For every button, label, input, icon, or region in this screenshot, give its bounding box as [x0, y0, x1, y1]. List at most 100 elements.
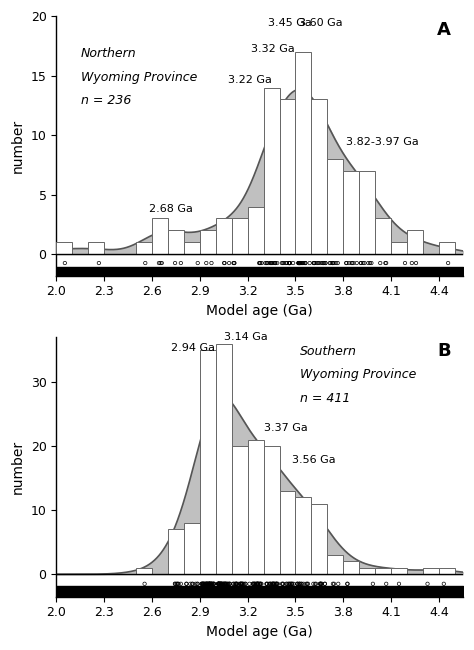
- Point: [279, 578, 286, 589]
- Point: [231, 578, 239, 589]
- Point: [302, 578, 310, 589]
- Point: [209, 578, 216, 589]
- Point: [283, 258, 291, 268]
- Point: [271, 258, 279, 268]
- Point: [182, 578, 190, 589]
- Point: [224, 578, 232, 589]
- Text: Southern: Southern: [300, 345, 357, 358]
- Point: [267, 578, 274, 589]
- Bar: [375, 568, 391, 574]
- Point: [283, 578, 290, 589]
- Bar: [311, 504, 328, 574]
- Point: [296, 258, 303, 268]
- Text: 3.45 Ga: 3.45 Ga: [268, 18, 312, 28]
- Point: [314, 258, 321, 268]
- Point: [334, 258, 342, 268]
- Point: [266, 578, 273, 589]
- Point: [424, 578, 431, 589]
- Point: [297, 258, 304, 268]
- Point: [294, 258, 302, 268]
- Point: [326, 258, 334, 268]
- Point: [263, 578, 271, 589]
- Point: [318, 578, 326, 589]
- Point: [270, 578, 278, 589]
- Y-axis label: number: number: [11, 440, 25, 494]
- Point: [230, 258, 237, 268]
- Point: [226, 578, 234, 589]
- Point: [298, 578, 305, 589]
- Point: [215, 578, 222, 589]
- Point: [286, 258, 294, 268]
- Point: [252, 578, 259, 589]
- Text: 3.32 Ga: 3.32 Ga: [251, 44, 294, 54]
- Bar: [280, 99, 295, 254]
- Point: [193, 578, 201, 589]
- Point: [310, 578, 317, 589]
- Point: [253, 578, 261, 589]
- Bar: [311, 99, 328, 254]
- Y-axis label: number: number: [11, 119, 25, 173]
- Point: [295, 578, 303, 589]
- Point: [255, 578, 262, 589]
- Point: [258, 258, 265, 268]
- Point: [242, 578, 249, 589]
- Point: [221, 578, 228, 589]
- Point: [311, 578, 319, 589]
- Point: [141, 578, 148, 589]
- Point: [263, 258, 271, 268]
- Point: [330, 578, 338, 589]
- Point: [171, 578, 179, 589]
- Point: [219, 578, 227, 589]
- Point: [412, 258, 420, 268]
- Point: [298, 258, 305, 268]
- Point: [278, 258, 286, 268]
- Point: [359, 258, 367, 268]
- Point: [192, 578, 200, 589]
- Point: [286, 578, 294, 589]
- Point: [322, 258, 329, 268]
- Point: [312, 578, 320, 589]
- Point: [202, 578, 210, 589]
- Point: [254, 578, 262, 589]
- X-axis label: Model age (Ga): Model age (Ga): [206, 625, 313, 639]
- Text: 3.56 Ga: 3.56 Ga: [292, 455, 336, 465]
- Point: [330, 258, 338, 268]
- Point: [233, 578, 240, 589]
- Point: [274, 578, 282, 589]
- Text: 3.22 Ga: 3.22 Ga: [228, 75, 273, 85]
- Point: [201, 578, 209, 589]
- Point: [269, 578, 276, 589]
- Point: [270, 578, 277, 589]
- Point: [271, 258, 279, 268]
- Point: [376, 258, 384, 268]
- Point: [217, 578, 225, 589]
- Point: [270, 258, 277, 268]
- Point: [401, 258, 409, 268]
- Point: [208, 578, 216, 589]
- Point: [206, 578, 214, 589]
- Point: [263, 258, 271, 268]
- Point: [299, 258, 306, 268]
- Point: [295, 258, 302, 268]
- Point: [315, 258, 323, 268]
- Point: [210, 578, 218, 589]
- Point: [255, 578, 262, 589]
- Point: [286, 258, 293, 268]
- Bar: [152, 218, 168, 254]
- Point: [265, 578, 273, 589]
- Text: A: A: [437, 21, 451, 39]
- Point: [215, 578, 222, 589]
- Point: [205, 578, 213, 589]
- Point: [174, 578, 182, 589]
- Point: [319, 258, 327, 268]
- Point: [280, 258, 288, 268]
- Point: [230, 258, 238, 268]
- Bar: [359, 568, 375, 574]
- Point: [155, 258, 163, 268]
- Point: [265, 258, 273, 268]
- Point: [295, 258, 303, 268]
- Point: [173, 578, 180, 589]
- Point: [203, 578, 211, 589]
- Point: [141, 258, 149, 268]
- Point: [198, 578, 205, 589]
